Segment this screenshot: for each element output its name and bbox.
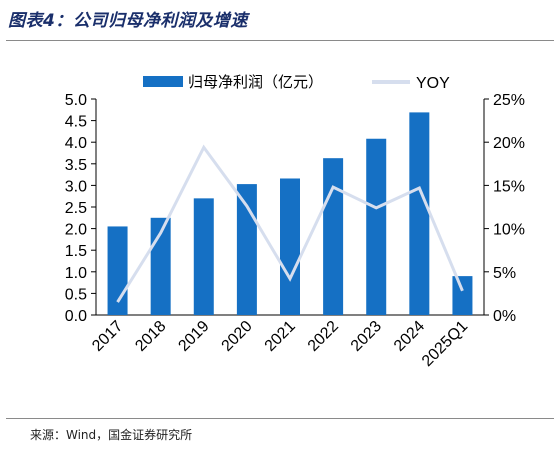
left-tick-label: 1.5 bbox=[65, 243, 87, 260]
title-divider bbox=[6, 40, 554, 41]
left-tick-label: 1.0 bbox=[65, 265, 87, 282]
bar-2024 bbox=[409, 112, 430, 315]
x-tick-label: 2022 bbox=[305, 318, 342, 355]
right-tick-label: 10% bbox=[493, 222, 525, 239]
x-tick-label: 2019 bbox=[175, 318, 212, 355]
right-axis-labels: 0% 5% 10% 15% 20% 25% bbox=[493, 92, 525, 325]
left-tick-label: 0.5 bbox=[65, 286, 87, 303]
source-note: 来源：Wind，国金证券研究所 bbox=[30, 428, 193, 442]
x-tick-label: 2018 bbox=[132, 318, 169, 355]
x-tick-label: 2021 bbox=[262, 318, 299, 355]
x-tick-label: 2017 bbox=[89, 318, 126, 355]
legend: 归母净利润（亿元） YOY bbox=[143, 73, 450, 92]
x-tick-label: 2024 bbox=[391, 318, 428, 355]
left-tick-label: 2.5 bbox=[65, 200, 87, 217]
left-tick-label: 2.0 bbox=[65, 222, 87, 239]
x-tick-label: 2020 bbox=[219, 318, 256, 355]
figure-title: 图表4：公司归母净利润及增速 bbox=[8, 11, 248, 31]
chart: 归母净利润（亿元） YOY 2017 2018 2019 2020 2021 2022 20… bbox=[65, 73, 525, 370]
yoy-line bbox=[116, 144, 464, 303]
right-tick-label: 20% bbox=[493, 135, 525, 152]
right-tick-label: 25% bbox=[493, 92, 525, 109]
footer-divider bbox=[6, 418, 554, 419]
bar-2021 bbox=[280, 178, 300, 315]
right-tick-label: 15% bbox=[493, 178, 525, 195]
x-tick-label: 2023 bbox=[348, 318, 385, 355]
left-axis-labels: 0.0 0.5 1.0 1.5 2.0 2.5 3.0 3.5 4.0 4.5 5.0 bbox=[65, 92, 87, 325]
legend-label-line: YOY bbox=[416, 75, 450, 92]
left-tick-label: 4.5 bbox=[65, 114, 87, 131]
legend-swatch-bars bbox=[143, 76, 183, 87]
bar-2023 bbox=[366, 138, 387, 315]
left-tick-label: 4.0 bbox=[65, 135, 87, 152]
right-tick-label: 5% bbox=[493, 265, 516, 282]
bar-2022 bbox=[323, 158, 344, 315]
bars bbox=[107, 112, 473, 315]
left-tick-label: 3.0 bbox=[65, 178, 87, 195]
left-tick-label: 0.0 bbox=[65, 308, 87, 325]
bar-2019 bbox=[193, 198, 214, 315]
bar-2025Q1 bbox=[452, 276, 473, 315]
legend-label-bars: 归母净利润（亿元） bbox=[188, 73, 323, 91]
left-tick-label: 5.0 bbox=[65, 92, 87, 109]
left-tick-label: 3.5 bbox=[65, 157, 87, 174]
right-tick-label: 0% bbox=[493, 308, 516, 325]
x-tick-label: 2025Q1 bbox=[419, 318, 471, 370]
